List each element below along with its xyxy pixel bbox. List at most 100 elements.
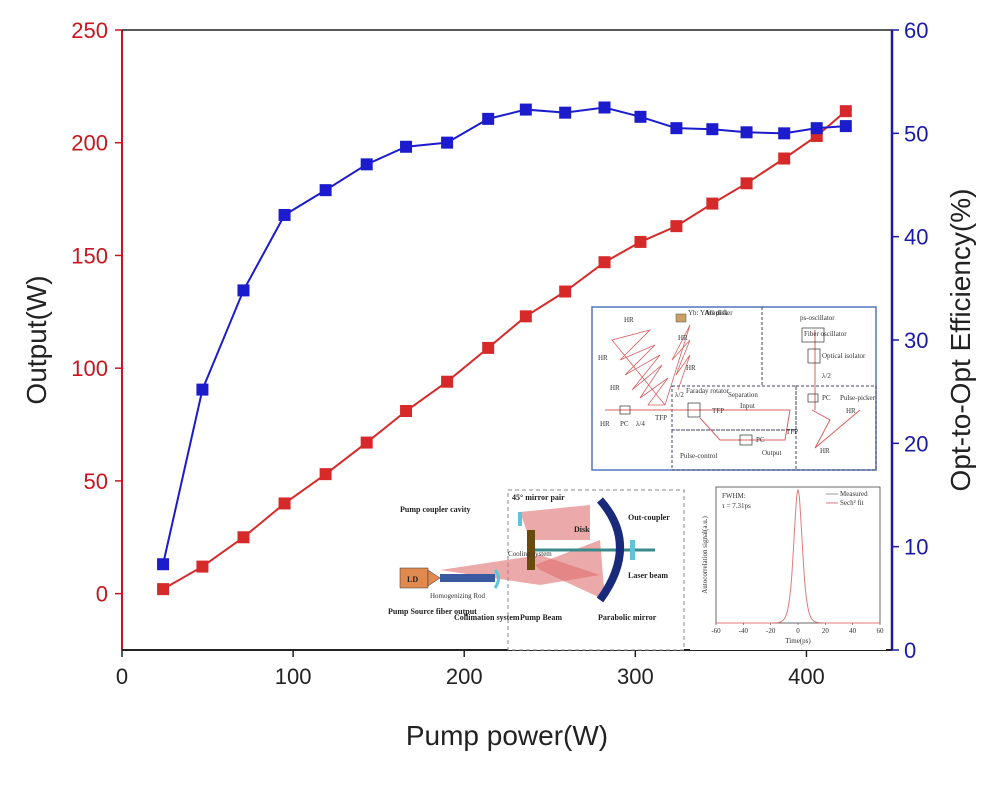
ac-fwhm-value: τ = 7.31ps xyxy=(722,502,751,510)
amp-label-faraday: Faraday rotator xyxy=(686,387,730,395)
left-tick-label: 100 xyxy=(71,356,108,381)
series-0-point xyxy=(519,310,532,323)
ac-x-tick-label: -60 xyxy=(711,627,721,635)
right-tick-label: 50 xyxy=(904,121,928,146)
disk-label-out-coupler: Out-coupler xyxy=(628,513,670,522)
amp-label-optical-isolator: Optical isolator xyxy=(822,352,866,360)
series-1-point xyxy=(278,208,291,221)
series-0-point xyxy=(559,285,572,298)
amp-label-hr-3: HR xyxy=(610,384,620,392)
series-0-point xyxy=(441,375,454,388)
series-1-point xyxy=(740,126,753,139)
series-layer xyxy=(157,101,852,596)
series-0-point xyxy=(196,560,209,573)
ac-ticks: -60 -40 -20 0 20 40 60 xyxy=(711,623,884,635)
amp-label-pc-left: PC xyxy=(620,420,629,428)
amp-label-hr-bottom: HR xyxy=(820,447,830,455)
ac-legend-fit: Sech² fit xyxy=(840,499,864,507)
series-0-point xyxy=(839,105,852,118)
series-0-point xyxy=(740,177,753,190)
series-1-point xyxy=(360,158,373,171)
amp-label-tfp-right: TFP xyxy=(786,428,798,436)
amp-label-disk: Yb: YAG disk xyxy=(688,309,728,317)
ac-xlabel: Time(ps) xyxy=(785,637,811,645)
series-0-point xyxy=(670,220,683,233)
series-1-point xyxy=(559,106,572,119)
left-tick-label: 200 xyxy=(71,131,108,156)
left-tick-label: 0 xyxy=(96,582,108,607)
disk-label-ld: LD xyxy=(407,575,418,584)
series-1-point xyxy=(319,184,332,197)
disk-label-pump-source: Pump Source fiber output xyxy=(388,607,477,616)
series-0-point xyxy=(778,152,791,165)
ac-fwhm-title: FWHM: xyxy=(722,492,746,500)
series-1-point xyxy=(810,122,823,135)
left-tick-label: 50 xyxy=(84,469,108,494)
amp-label-pulse-control: Pulse-control xyxy=(680,452,717,460)
amp-label-ps-oscillator: ps-oscillator xyxy=(800,314,835,322)
right-axis-title: Opt-to-Opt Efficiency(%) xyxy=(945,189,976,492)
disk-label-laser-beam: Laser beam xyxy=(628,571,668,580)
ac-ylabel: Autocorrelation signal(a.u.) xyxy=(701,516,709,594)
series-1-point xyxy=(157,558,170,571)
ac-x-tick-label: 60 xyxy=(877,627,885,635)
series-1-point xyxy=(839,120,852,133)
amp-label-fiber-oscillator: Fiber oscillator xyxy=(804,330,847,338)
amp-label-pc-mid: PC xyxy=(756,436,765,444)
amp-label-lambda2-mid: λ/2 xyxy=(675,391,684,399)
right-tick-label: 0 xyxy=(904,638,916,663)
amp-label-hr-right: HR xyxy=(846,407,856,415)
ac-x-tick-label: -20 xyxy=(766,627,776,635)
disk-label-cooling: Cooling system xyxy=(508,550,552,558)
disk-label-parabolic: Parabolic mirror xyxy=(598,613,657,622)
series-1-point xyxy=(706,123,719,136)
series-0-point xyxy=(237,531,250,544)
series-0-point xyxy=(706,197,719,210)
left-tick-label: 250 xyxy=(71,18,108,43)
series-1-point xyxy=(598,101,611,114)
amp-label-hr-left: HR xyxy=(600,420,610,428)
disk-label-collimation: Collimation system xyxy=(454,613,520,622)
series-1-point xyxy=(482,112,495,125)
disk-label-disk: Disk xyxy=(574,525,590,534)
x-tick-label: 0 xyxy=(116,664,128,689)
amp-label-lambda2: λ/2 xyxy=(822,372,831,380)
series-1-point xyxy=(237,284,250,297)
series-1-point xyxy=(670,122,683,135)
right-tick-label: 30 xyxy=(904,328,928,353)
series-0-point xyxy=(278,497,291,510)
x-axis-title: Pump power(W) xyxy=(406,720,608,751)
series-1-point xyxy=(441,136,454,149)
amp-label-hr-2: HR xyxy=(598,354,608,362)
ac-x-tick-label: -40 xyxy=(739,627,749,635)
right-tick-label: 20 xyxy=(904,431,928,456)
series-0-point xyxy=(598,256,611,269)
amp-label-tfp-mid: TFP xyxy=(712,407,724,415)
amp-label-hr-5: HR xyxy=(686,364,696,372)
series-1-point xyxy=(196,383,209,396)
amp-label-pulse-picker: Pulse-picker xyxy=(840,394,876,402)
ac-x-tick-label: 0 xyxy=(796,627,800,635)
ac-legend-measured: Measured xyxy=(840,490,868,498)
amp-label-input: Input xyxy=(740,402,755,410)
disk-label-homogenizing: Homogenizing Rod xyxy=(430,592,486,600)
x-tick-label: 400 xyxy=(788,664,825,689)
series-1-point xyxy=(634,110,647,123)
right-tick-label: 10 xyxy=(904,535,928,560)
disk-label-mirror-pair: 45° mirror pair xyxy=(512,493,565,502)
amp-label-tfp-left: TFP xyxy=(655,414,667,422)
right-tick-label: 60 xyxy=(904,18,928,43)
series-0-point xyxy=(482,341,495,354)
series-0-point xyxy=(400,405,413,418)
series-0-point xyxy=(157,583,170,596)
amp-label-amplifier: Amplifier xyxy=(705,309,733,317)
x-tick-label: 100 xyxy=(275,664,312,689)
series-1-point xyxy=(519,103,532,116)
amp-label-separation: Separation xyxy=(728,391,758,399)
amp-label-pc-right: PC xyxy=(822,394,831,402)
right-tick-label: 40 xyxy=(904,225,928,250)
series-0-point xyxy=(319,468,332,481)
amp-label-output: Output xyxy=(762,449,782,457)
series-0-point xyxy=(360,436,373,449)
